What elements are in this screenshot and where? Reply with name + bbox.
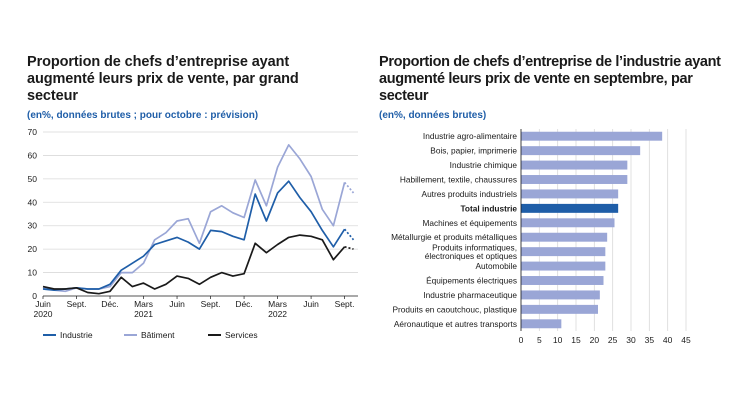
x-tick-label: Déc. <box>235 299 252 309</box>
y-tick-label: 70 <box>28 127 38 137</box>
bar-category-label: Industrie agro-alimentaire <box>423 131 517 141</box>
bar <box>521 247 606 257</box>
legend-label-industrie: Industrie <box>60 330 93 340</box>
y-tick-label: 10 <box>28 268 38 278</box>
x-tick-label: 10 <box>553 335 563 345</box>
right-chart-subtitle: (en%, données brutes) <box>379 110 487 121</box>
bar <box>521 304 598 314</box>
bar <box>521 160 628 170</box>
bar-category-label: Automobile <box>475 261 517 271</box>
y-tick-label: 50 <box>28 174 38 184</box>
x-tick-label: Juin <box>303 299 319 309</box>
bar <box>521 131 663 141</box>
bar-chart: 0 5 10 15 20 25 30 35 40 45 Industrie agro-aliment… <box>391 129 691 345</box>
left-chart-subtitle: (en%, données brutes ; pour octobre : pr… <box>27 110 259 121</box>
x-tick-label: Sept. <box>201 299 221 309</box>
x-tick-label: Juin <box>169 299 185 309</box>
x-tick-label: Sept. <box>335 299 355 309</box>
legend-label-services: Services <box>225 330 258 340</box>
x-tick-label: 40 <box>663 335 673 345</box>
x-tick-label: 15 <box>571 335 581 345</box>
series-line-batiment <box>42 144 346 293</box>
forecast-line-services <box>344 245 354 250</box>
x-tick-label: 45 <box>681 335 691 345</box>
bar <box>521 319 562 329</box>
right-chart-title: Proportion de chefs d’entreprise de l’in… <box>379 54 721 104</box>
forecast-line-industrie <box>343 228 355 241</box>
bar <box>521 203 619 213</box>
forecast-line-batiment <box>343 181 355 194</box>
y-tick-label: 30 <box>28 221 38 231</box>
y-tick-label: 40 <box>28 197 38 207</box>
bar-category-label: Bois, papier, imprimerie <box>430 146 517 156</box>
x-tick-label: 25 <box>608 335 618 345</box>
bar-category-label: électroniques et optiques <box>425 251 517 261</box>
bar-category-label: Habillement, textile, chaussures <box>400 175 517 185</box>
bar <box>521 276 604 285</box>
bar <box>521 218 615 228</box>
x-tick-label: 35 <box>645 335 655 345</box>
x-tick-label: 2021 <box>134 309 153 319</box>
x-tick-label: 2020 <box>34 309 53 319</box>
x-tick-label: 0 <box>519 335 524 345</box>
bar <box>521 290 600 300</box>
bar-category-label: Total industrie <box>460 203 517 213</box>
y-tick-label: 20 <box>28 244 38 254</box>
x-tick-label: Déc. <box>101 299 118 309</box>
bar-category-label: Métallurgie et produits métalliques <box>391 232 517 242</box>
x-tick-label: Mars <box>134 299 153 309</box>
bar <box>521 175 628 184</box>
bar-category-label: Autres produits industriels <box>422 189 517 199</box>
x-tick-label: Sept. <box>67 299 87 309</box>
x-tick-label: 2022 <box>268 309 287 319</box>
bar-category-label: Aéronautique et autres transports <box>394 319 517 329</box>
left-chart-title: Proportion de chefs d’entreprise ayant a… <box>27 54 299 104</box>
y-tick-label: 0 <box>32 291 37 301</box>
bar <box>521 189 619 199</box>
x-tick-label: 5 <box>537 335 542 345</box>
bar-category-label: Produits informatiques, <box>432 242 517 252</box>
bar-category-label: Industrie pharmaceutique <box>423 290 517 300</box>
bar <box>521 261 606 271</box>
bar-category-label: Équipements électriques <box>426 276 517 286</box>
bar <box>521 146 641 156</box>
x-tick-label: 30 <box>626 335 636 345</box>
y-tick-label: 60 <box>28 150 38 160</box>
x-tick-label: Mars <box>268 299 287 309</box>
series-line-services <box>42 234 346 295</box>
bar-category-label: Produits en caoutchouc, plastique <box>392 304 517 314</box>
bar-category-label: Machines et équipements <box>422 218 517 228</box>
x-tick-label: Juin <box>35 299 51 309</box>
x-tick-label: 20 <box>590 335 600 345</box>
bar <box>521 232 608 242</box>
legend-label-batiment: Bâtiment <box>141 330 175 340</box>
series-line-industrie <box>42 180 346 291</box>
bar-category-label: Industrie chimique <box>450 160 518 170</box>
